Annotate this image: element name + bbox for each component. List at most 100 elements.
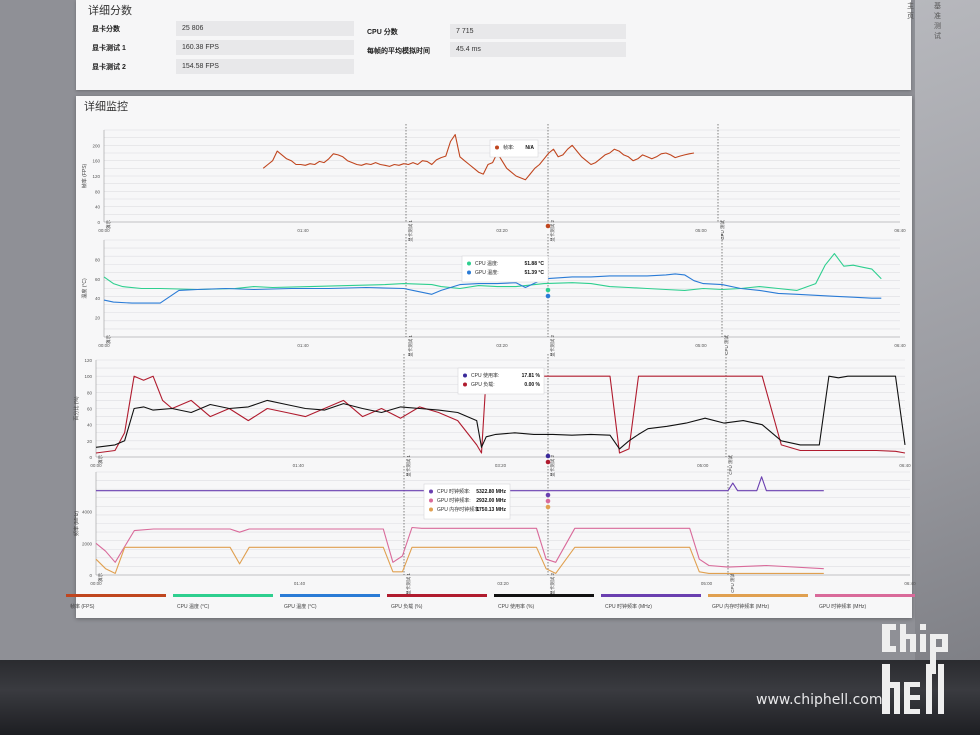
x-tick-label: 06:40 <box>904 581 916 586</box>
tooltip-value: 51.88 °C <box>524 261 544 267</box>
tooltip-label: GPU 温度: <box>475 269 499 276</box>
tooltip-dot <box>429 507 433 512</box>
legend-label: GPU 负载 (%) <box>391 604 423 610</box>
x-tick-label: 01:40 <box>297 343 309 348</box>
phase-marker-label: 显卡测试 2 <box>549 335 556 357</box>
y-tick-label: 4000 <box>82 510 93 515</box>
tooltip-value: 5322.80 MHz <box>476 489 506 495</box>
legend-item-cpu-temp[interactable]: CPU 温度 (°C) <box>173 592 277 612</box>
legend-swatch <box>601 594 701 597</box>
tooltip-dot <box>463 373 467 378</box>
legend-item-gpu-load[interactable]: GPU 负载 (%) <box>387 592 491 612</box>
phase-marker-label: 显卡测试 2 <box>549 220 556 242</box>
phase-marker-label: 演示 <box>105 220 112 229</box>
x-tick-label: 01:40 <box>293 463 305 468</box>
gpu-score-label: 显卡分数 <box>92 26 120 33</box>
legend-item-gpu-mem-clock[interactable]: GPU 内存时钟频率 (MHz) <box>708 592 812 612</box>
cpu-score-label: CPU 分数 <box>367 29 398 36</box>
y-tick-label: 40 <box>95 296 101 301</box>
tooltip-label: GPU 时钟频率: <box>437 497 471 504</box>
phase-marker-label: 演示 <box>105 335 112 344</box>
phase-marker-label: 演示 <box>97 573 104 582</box>
background-right <box>915 0 980 660</box>
watermark: www.chiphell.com <box>756 692 883 708</box>
legend: 帧率 (FPS) CPU 温度 (°C) GPU 温度 (°C) GPU 负载 … <box>66 592 918 618</box>
phase-marker-label: CPU 测试 <box>719 220 726 240</box>
tooltip-dot <box>467 261 471 266</box>
phase-marker-label: CPU 测试 <box>727 455 734 475</box>
y-tick-label: 20 <box>95 316 101 321</box>
y-tick-label: 80 <box>87 390 93 395</box>
phase-marker-label: 显卡测试 1 <box>407 335 414 357</box>
chart-panel: 20 40 60 80 温度 (°C) 00:00 01:40 03:20 05:00 06:40… <box>81 234 906 357</box>
score-card-title: 详细分数 <box>88 5 132 17</box>
phase-marker-label: 显卡测试 1 <box>405 573 412 595</box>
gpu-test1-label: 显卡测试 1 <box>92 45 126 52</box>
legend-swatch <box>387 594 487 597</box>
y-tick-label: 120 <box>84 358 92 363</box>
phase-marker-label: CPU 测试 <box>729 573 736 593</box>
legend-swatch <box>280 594 380 597</box>
y-tick-label: 200 <box>92 143 100 148</box>
hover-dot <box>545 287 551 293</box>
avg-sim-time-value: 45.4 ms <box>450 42 626 57</box>
hover-dot <box>545 293 551 299</box>
phase-marker-label: 显卡测试 2 <box>549 455 556 477</box>
nav-home-link[interactable]: 主页 <box>907 3 914 20</box>
x-tick-label: 06:40 <box>894 343 906 348</box>
legend-item-cpu-clock[interactable]: CPU 时钟频率 (MHz) <box>601 592 705 612</box>
gpu-test2-value: 154.58 FPS <box>176 59 354 74</box>
gpu-score-value: 25 806 <box>176 21 354 36</box>
tooltip-label: GPU 内存时钟频率: <box>437 506 481 513</box>
tooltip-label: GPU 负载: <box>471 381 495 388</box>
x-tick-label: 05:00 <box>695 228 707 233</box>
x-tick-label: 00:00 <box>90 581 102 586</box>
legend-item-cpu-usage[interactable]: CPU 使用率 (%) <box>494 592 598 612</box>
tooltip-label: 帧率: <box>503 144 514 151</box>
phase-marker-label: 显卡测试 2 <box>549 573 556 595</box>
hover-dot <box>545 459 551 465</box>
y-tick-label: 80 <box>95 257 101 262</box>
chart-panel: 0 20 40 60 80 100 120 百分比 (%) 00:00 01:40 03:20 05:… <box>73 354 911 477</box>
phase-marker-label: 显卡测试 1 <box>407 220 414 242</box>
y-tick-label: 20 <box>87 439 93 444</box>
tooltip <box>423 483 511 520</box>
x-tick-label: 05:00 <box>697 463 709 468</box>
tooltip-dot <box>463 382 467 387</box>
hover-dot <box>545 223 551 229</box>
series-line <box>95 526 824 570</box>
x-tick-label: 03:20 <box>496 228 508 233</box>
y-tick-label: 2000 <box>82 541 93 546</box>
y-tick-label: 80 <box>95 189 101 194</box>
y-tick-label: 40 <box>95 205 101 210</box>
legend-item-gpu-clock[interactable]: GPU 时钟频率 (MHz) <box>815 592 919 612</box>
series-line <box>96 476 824 492</box>
legend-swatch <box>708 594 808 597</box>
x-tick-label: 03:20 <box>495 463 507 468</box>
x-tick-label: 05:00 <box>695 343 707 348</box>
legend-label: GPU 内存时钟频率 (MHz) <box>712 604 770 610</box>
series-line <box>262 134 695 181</box>
x-tick-label: 06:40 <box>899 463 911 468</box>
tooltip-value: 2932.00 MHz <box>476 498 506 504</box>
x-tick-label: 00:00 <box>90 463 102 468</box>
legend-item-fps[interactable]: 帧率 (FPS) <box>66 592 170 612</box>
legend-swatch <box>66 594 166 597</box>
tooltip-dot <box>495 145 499 150</box>
legend-item-gpu-temp[interactable]: GPU 温度 (°C) <box>280 592 384 612</box>
nav-benchmark-link[interactable]: 基准测试 <box>934 3 941 40</box>
tooltip-value: N/A <box>525 145 534 151</box>
tooltip <box>461 255 549 283</box>
y-tick-label: 0 <box>89 573 92 578</box>
gpu-test1-value: 160.38 FPS <box>176 40 354 55</box>
legend-label: 帧率 (FPS) <box>70 604 95 610</box>
legend-swatch <box>815 594 915 597</box>
y-tick-label: 60 <box>95 277 101 282</box>
hover-dot <box>545 498 551 504</box>
tooltip-label: CPU 使用率: <box>471 372 499 379</box>
legend-label: CPU 时钟频率 (MHz) <box>605 604 652 610</box>
tooltip-dot <box>429 498 433 503</box>
tooltip-dot <box>467 270 471 275</box>
tooltip-value: 17.81 % <box>522 373 541 379</box>
